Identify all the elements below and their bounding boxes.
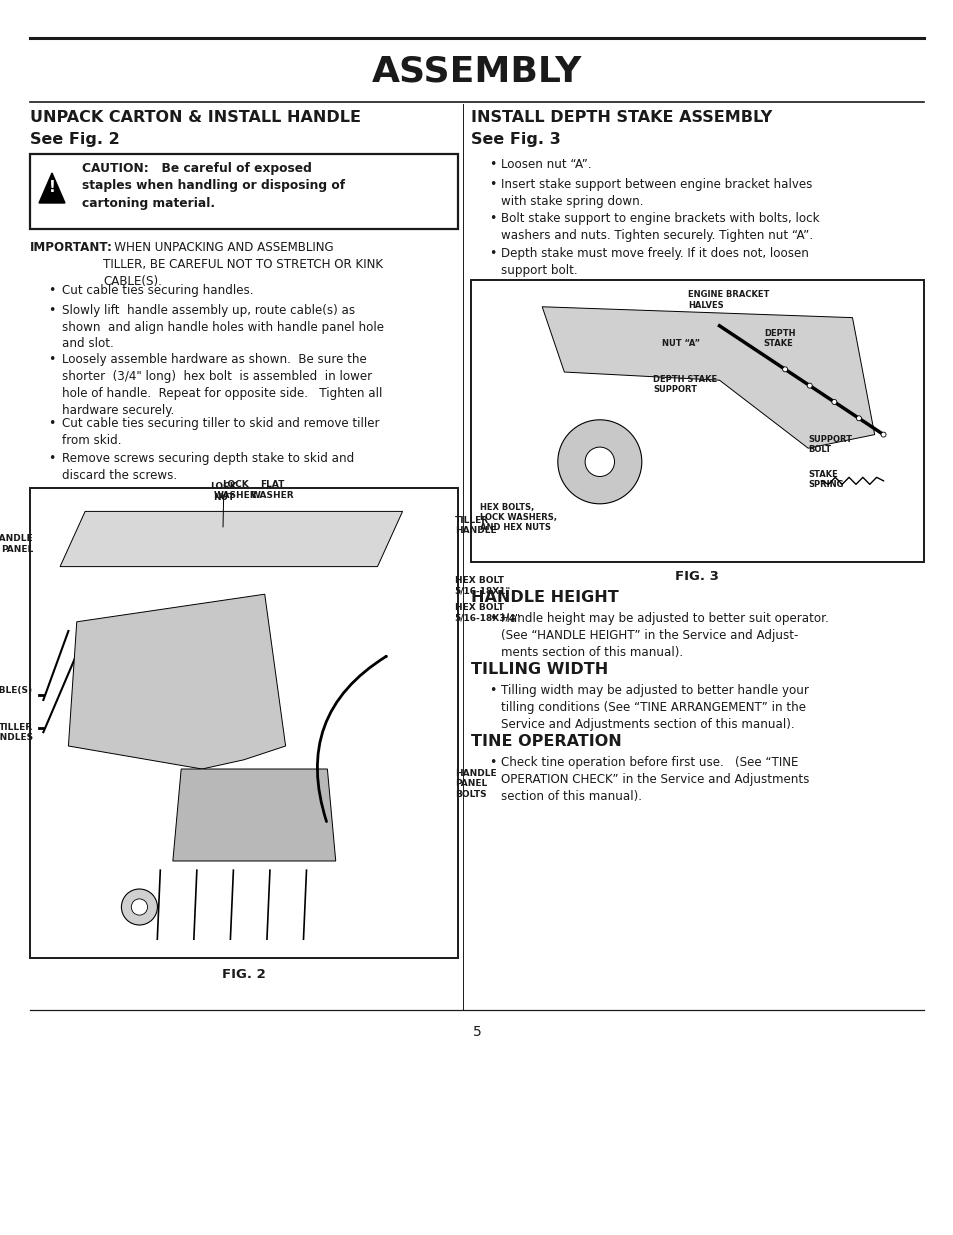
Text: DEPTH
STAKE: DEPTH STAKE — [763, 329, 795, 348]
Text: STAKE
SPRING: STAKE SPRING — [807, 471, 842, 489]
Text: SUPPORT
BOLT: SUPPORT BOLT — [807, 435, 851, 454]
Text: TINE OPERATION: TINE OPERATION — [470, 734, 620, 748]
Circle shape — [121, 889, 157, 925]
Text: !: ! — [49, 179, 55, 194]
Text: Tilling width may be adjusted to better handle your
tilling conditions (See “TIN: Tilling width may be adjusted to better … — [500, 684, 808, 731]
Text: HANDLE
PANEL
BOLTS: HANDLE PANEL BOLTS — [455, 769, 496, 799]
Text: NUT “A”: NUT “A” — [661, 340, 700, 348]
Circle shape — [558, 420, 641, 504]
Circle shape — [132, 899, 148, 915]
Circle shape — [781, 367, 787, 372]
Text: 5: 5 — [472, 1025, 481, 1039]
Circle shape — [831, 399, 836, 404]
Text: Remove screws securing depth stake to skid and
discard the screws.: Remove screws securing depth stake to sk… — [62, 452, 354, 482]
Text: HANDLE HEIGHT: HANDLE HEIGHT — [470, 590, 618, 605]
Text: Slowly lift  handle assembly up, route cable(s) as
shown  and align handle holes: Slowly lift handle assembly up, route ca… — [62, 304, 384, 351]
Text: IMPORTANT:: IMPORTANT: — [30, 241, 112, 254]
Polygon shape — [60, 511, 402, 567]
Text: CAUTION:   Be careful of exposed
staples when handling or disposing of
cartoning: CAUTION: Be careful of exposed staples w… — [82, 162, 345, 210]
Text: Insert stake support between engine bracket halves
with stake spring down.: Insert stake support between engine brac… — [500, 178, 811, 207]
Text: •: • — [48, 417, 55, 431]
Text: LOCK
WASHER: LOCK WASHER — [213, 480, 257, 500]
Polygon shape — [69, 594, 285, 769]
Text: TILLING WIDTH: TILLING WIDTH — [470, 662, 607, 677]
Text: •: • — [48, 284, 55, 296]
Text: FIG. 3: FIG. 3 — [675, 571, 719, 583]
Circle shape — [806, 383, 811, 388]
Text: TILLER
HANDLES: TILLER HANDLES — [0, 722, 33, 742]
Text: •: • — [488, 756, 496, 769]
Text: •: • — [48, 452, 55, 466]
Text: •: • — [488, 247, 496, 261]
Text: WHEN UNPACKING AND ASSEMBLING
TILLER, BE CAREFUL NOT TO STRETCH OR KINK
CABLE(S): WHEN UNPACKING AND ASSEMBLING TILLER, BE… — [103, 241, 383, 288]
Text: INSTALL DEPTH STAKE ASSEMBLY: INSTALL DEPTH STAKE ASSEMBLY — [470, 110, 771, 125]
Text: •: • — [488, 158, 496, 170]
Text: Loosely assemble hardware as shown.  Be sure the
shorter  (3/4" long)  hex bolt : Loosely assemble hardware as shown. Be s… — [62, 353, 382, 416]
Circle shape — [584, 447, 614, 477]
Polygon shape — [39, 173, 65, 203]
Text: •: • — [48, 304, 55, 317]
Text: CABLE(S): CABLE(S) — [0, 687, 33, 695]
Text: ASSEMBLY: ASSEMBLY — [372, 56, 581, 89]
Text: Cut cable ties securing handles.: Cut cable ties securing handles. — [62, 284, 253, 296]
Text: HEX BOLTS,
LOCK WASHERS,
AND HEX NUTS: HEX BOLTS, LOCK WASHERS, AND HEX NUTS — [479, 503, 557, 532]
Polygon shape — [172, 769, 335, 861]
Text: Bolt stake support to engine brackets with bolts, lock
washers and nuts. Tighten: Bolt stake support to engine brackets wi… — [500, 212, 819, 242]
Text: LOCK
NUT: LOCK NUT — [210, 482, 237, 501]
Text: Check tine operation before first use.   (See “TINE
OPERATION CHECK” in the Serv: Check tine operation before first use. (… — [500, 756, 808, 803]
Text: UNPACK CARTON & INSTALL HANDLE: UNPACK CARTON & INSTALL HANDLE — [30, 110, 360, 125]
Circle shape — [881, 432, 885, 437]
Text: TILLER
HANDLE: TILLER HANDLE — [455, 516, 496, 536]
Text: HANDLE
PANEL: HANDLE PANEL — [0, 535, 33, 553]
Text: See Fig. 2: See Fig. 2 — [30, 132, 120, 147]
Text: •: • — [488, 178, 496, 190]
Text: Depth stake must move freely. If it does not, loosen
support bolt.: Depth stake must move freely. If it does… — [500, 247, 808, 277]
FancyBboxPatch shape — [30, 154, 457, 228]
Text: Cut cable ties securing tiller to skid and remove tiller
from skid.: Cut cable ties securing tiller to skid a… — [62, 417, 379, 447]
Circle shape — [856, 416, 861, 421]
Text: •: • — [488, 684, 496, 697]
Text: HEX BOLT
5/16-18X1": HEX BOLT 5/16-18X1" — [455, 576, 511, 595]
Text: Loosen nut “A”.: Loosen nut “A”. — [500, 158, 591, 170]
FancyArrowPatch shape — [317, 656, 386, 821]
Text: Handle height may be adjusted to better suit operator.
(See “HANDLE HEIGHT” in t: Handle height may be adjusted to better … — [500, 613, 827, 658]
Polygon shape — [541, 306, 874, 448]
Text: See Fig. 3: See Fig. 3 — [470, 132, 559, 147]
Text: •: • — [488, 613, 496, 625]
Text: FIG. 2: FIG. 2 — [222, 968, 266, 981]
Text: FLAT
WASHER: FLAT WASHER — [251, 480, 294, 500]
Text: HEX BOLT
5/16-18X3/4": HEX BOLT 5/16-18X3/4" — [455, 604, 520, 622]
FancyBboxPatch shape — [30, 488, 457, 958]
Text: •: • — [488, 212, 496, 226]
Text: DEPTH STAKE
SUPPORT: DEPTH STAKE SUPPORT — [653, 374, 717, 394]
Text: •: • — [48, 353, 55, 367]
FancyBboxPatch shape — [470, 280, 923, 562]
Text: ENGINE BRACKET
HALVES: ENGINE BRACKET HALVES — [688, 290, 769, 310]
